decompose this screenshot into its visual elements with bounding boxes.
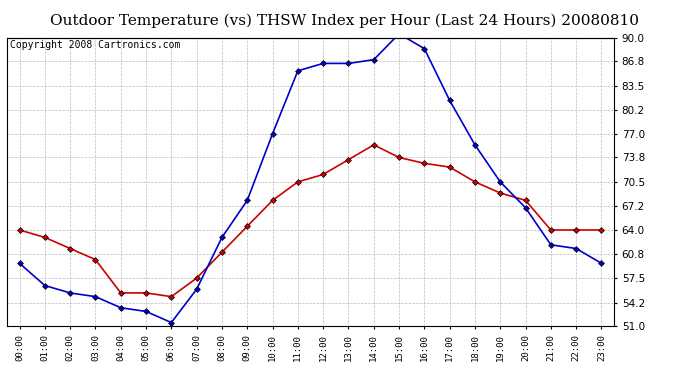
Text: Outdoor Temperature (vs) THSW Index per Hour (Last 24 Hours) 20080810: Outdoor Temperature (vs) THSW Index per … <box>50 13 640 27</box>
Text: Copyright 2008 Cartronics.com: Copyright 2008 Cartronics.com <box>10 40 180 50</box>
